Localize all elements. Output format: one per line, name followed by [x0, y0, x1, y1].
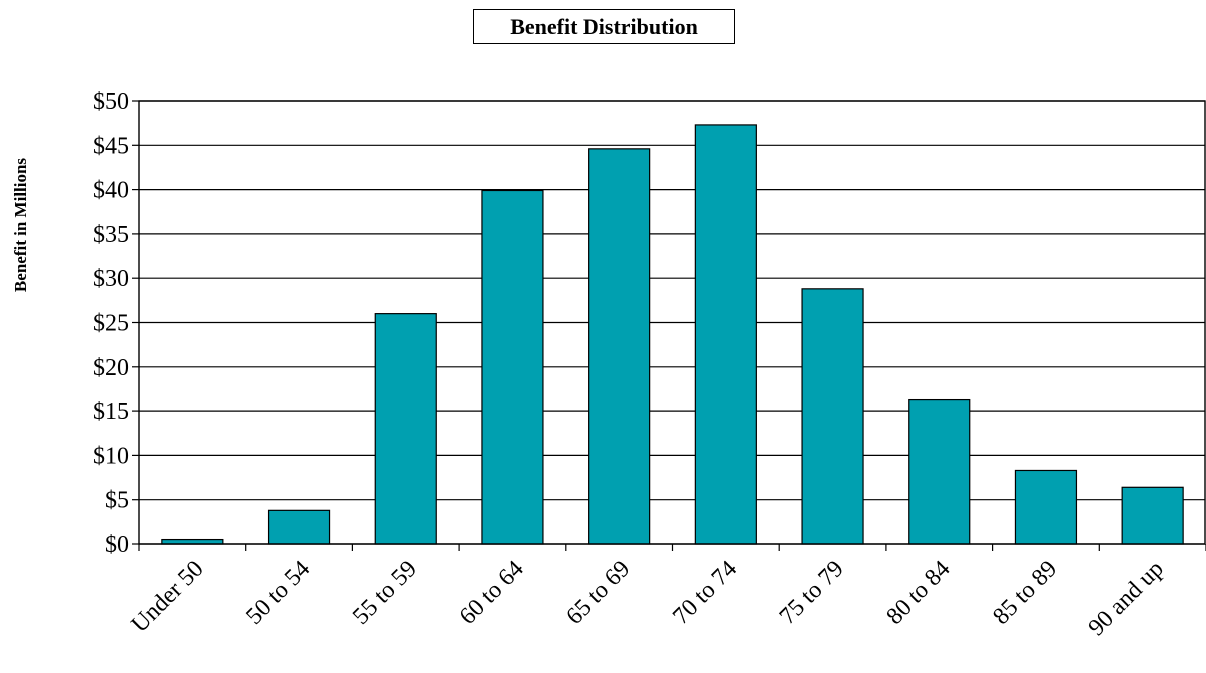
x-tick-label: 90 and up: [1084, 556, 1169, 641]
y-axis-title: Benefit in Millions: [11, 158, 30, 293]
x-tick-label: 80 to 84: [881, 556, 955, 630]
bar: [481, 189, 544, 545]
x-tick-label: 55 to 59: [348, 556, 422, 630]
y-tick-label: $25: [93, 311, 129, 337]
y-tick-label: $10: [93, 443, 129, 469]
y-tick-label: $45: [93, 133, 129, 159]
y-tick-label: $15: [93, 399, 129, 425]
bar: [267, 509, 331, 545]
bar: [694, 124, 757, 545]
x-axis-ticks: Under 50 50 to 54 55 to 59 60 to 64 65 to 69…: [127, 544, 1206, 641]
y-tick-label: $20: [93, 355, 129, 381]
x-tick-label: 70 to 74: [668, 556, 742, 630]
chart-title: Benefit Distribution: [473, 9, 735, 44]
x-tick-label: 60 to 64: [455, 556, 529, 630]
bar: [908, 398, 971, 545]
x-tick-label: 50 to 54: [241, 556, 315, 630]
y-tick-label: $0: [105, 532, 129, 558]
bar: [374, 313, 437, 545]
y-tick-label: $30: [93, 266, 129, 292]
bars: [161, 124, 1184, 545]
bar: [588, 148, 651, 545]
y-tick-label: $50: [93, 89, 129, 115]
bar: [1121, 486, 1184, 545]
x-tick-label: 75 to 79: [775, 556, 849, 630]
y-tick-label: $5: [105, 488, 129, 514]
x-tick-label: 85 to 89: [988, 556, 1062, 630]
y-tick-label: $40: [93, 178, 129, 204]
bar: [801, 288, 864, 545]
y-axis-ticks: $0 $5 $10 $15 $20 $25 $30 $35 $40 $45 $50: [93, 89, 139, 558]
bar: [1014, 469, 1078, 545]
x-tick-label: 65 to 69: [561, 556, 635, 630]
y-tick-label: $35: [93, 222, 129, 248]
x-tick-label: Under 50: [127, 556, 209, 638]
